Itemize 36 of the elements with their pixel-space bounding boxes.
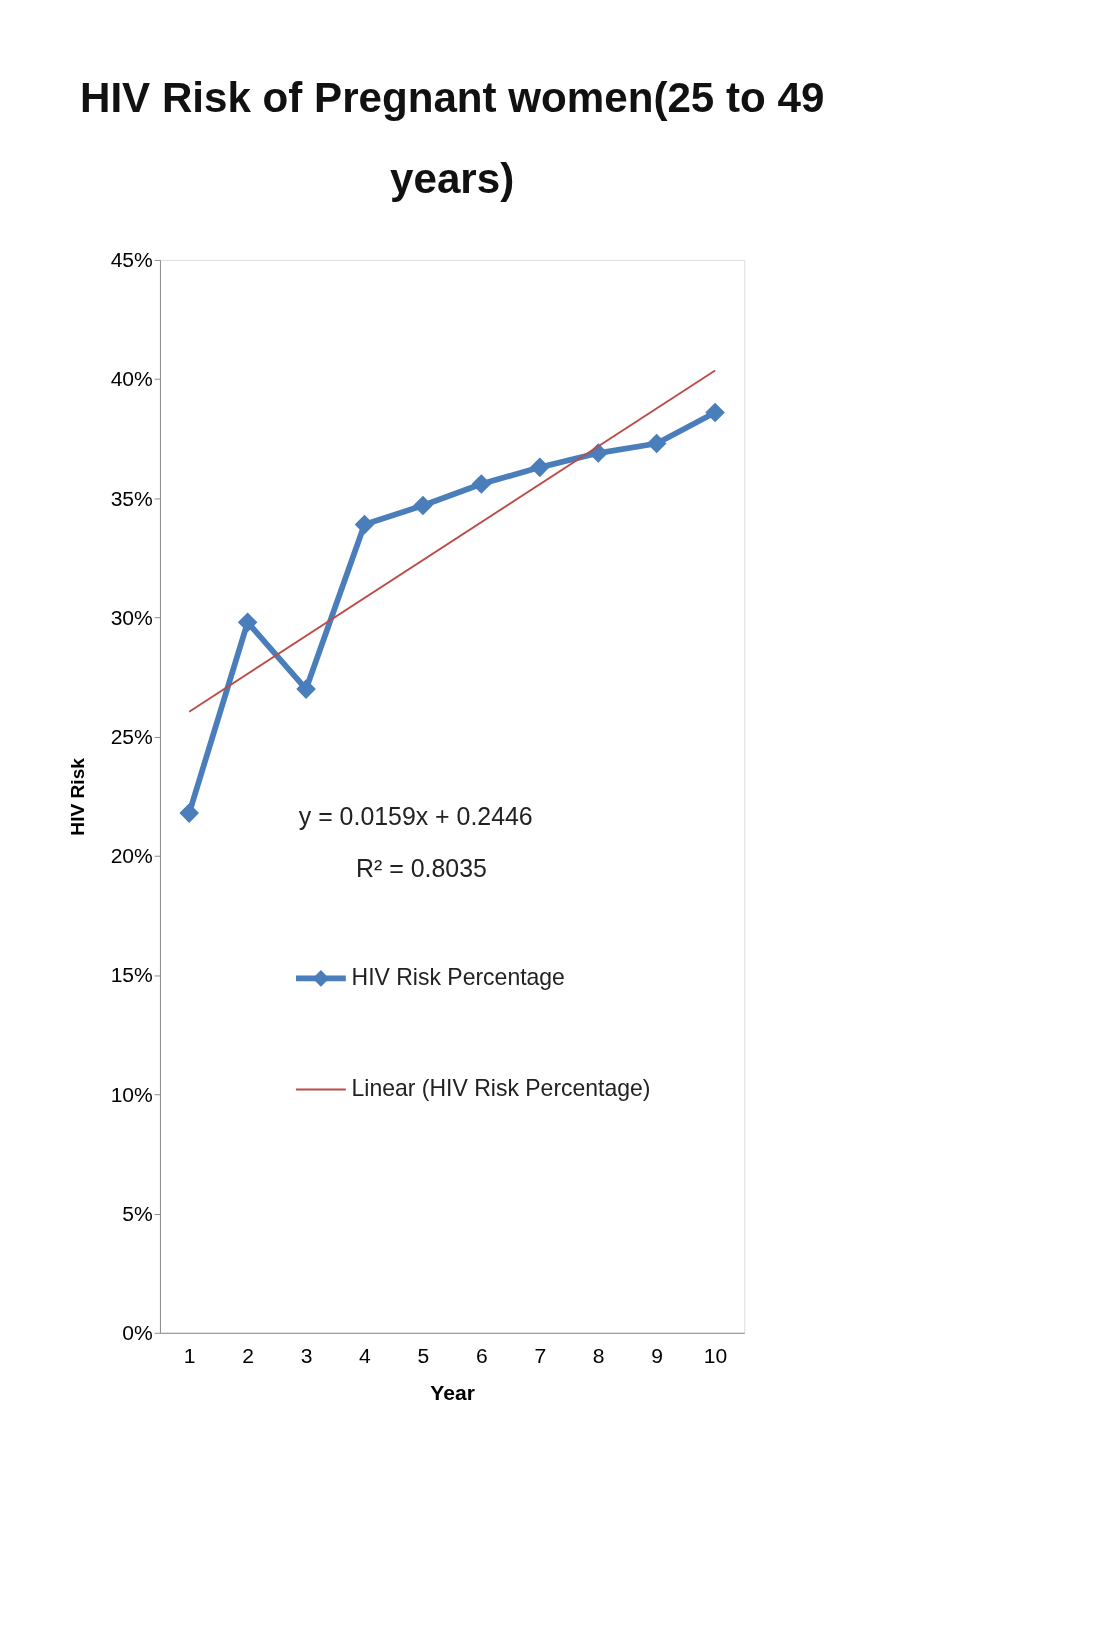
point: [646, 433, 667, 454]
legend-label: Linear (HIV Risk Percentage): [351, 1075, 651, 1102]
y-tick-label: 45%: [110, 248, 153, 272]
point: [705, 402, 725, 423]
y-tick-label: 15%: [110, 963, 153, 987]
point: [237, 612, 258, 633]
y-tick-label: 0%: [122, 1321, 153, 1344]
point: [413, 495, 433, 516]
x-tick-label: 10: [703, 1343, 728, 1367]
x-tick-label: 3: [300, 1343, 313, 1367]
x-tick-label: 2: [242, 1343, 254, 1367]
x-tick-label: 6: [475, 1343, 488, 1367]
x-tick-label: 4: [359, 1343, 372, 1367]
y-tick-label: 20%: [110, 844, 153, 868]
point: [354, 514, 375, 535]
point: [529, 457, 550, 478]
x-tick-label: 9: [651, 1343, 663, 1367]
x-axis-title: Year: [430, 1381, 475, 1405]
chart-title: HIV Risk of Pregnant women(25 to 49 years): [79, 74, 825, 202]
y-axis-title: HIV Risk: [66, 757, 88, 836]
point: [471, 474, 492, 494]
annotation: R² = 0.8035: [356, 853, 487, 882]
y-tick-label: 25%: [110, 724, 153, 748]
y-tick-label: 30%: [110, 605, 153, 629]
annotation: y = 0.0159x + 0.2446: [298, 802, 533, 831]
x-tick-label: 5: [417, 1343, 430, 1367]
y-tick-label: 35%: [110, 486, 153, 510]
y-tick-label: 5%: [122, 1201, 153, 1225]
x-tick-label: 8: [592, 1343, 605, 1367]
point: [296, 679, 316, 699]
x-tick-label: 1: [183, 1343, 196, 1367]
x-tick-label: 7: [534, 1343, 547, 1367]
y-tick-label: 40%: [110, 367, 153, 391]
legend-label: HIV Risk Percentage: [351, 964, 565, 991]
y-tick-label: 10%: [110, 1082, 153, 1106]
point: [179, 803, 200, 823]
